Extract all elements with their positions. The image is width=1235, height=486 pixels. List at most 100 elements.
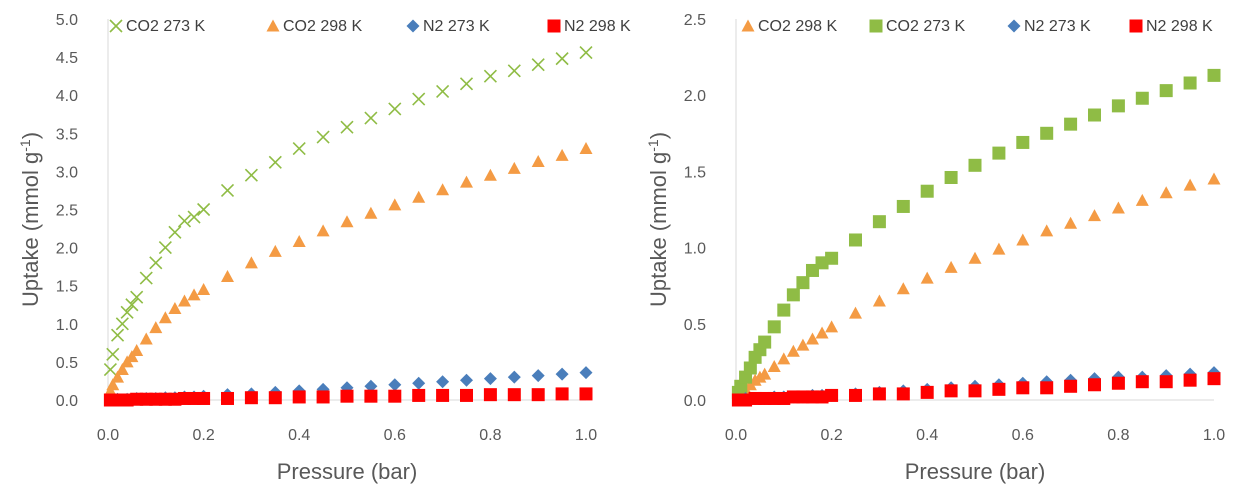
chart1-y-tick-label: 0.0 [56, 393, 78, 410]
chart1-series-1-point [139, 271, 153, 285]
chart1-series-2-point [507, 161, 521, 174]
chart1-series-1-point [149, 256, 163, 270]
chart1-y-tick-label: 3.5 [56, 126, 78, 143]
chart2-legend-marker [741, 19, 755, 32]
chart1-series-2 [103, 142, 593, 397]
chart1-series-4-point [507, 388, 521, 402]
chart2-series-4-point [1135, 375, 1149, 389]
chart2-series-2-point [849, 233, 862, 247]
chart1-y-tick-label: 1.5 [56, 279, 78, 296]
chart1-series-3-point [531, 369, 545, 383]
chart2-y-tick-label: 0.0 [684, 393, 706, 410]
chart1-y-tick-label: 5.0 [56, 12, 78, 29]
chart1-series-1-point [197, 202, 211, 217]
chart2-series-4-point [896, 387, 910, 401]
chart2-x-tick-label: 0.2 [820, 427, 842, 444]
chart1-legend-marker [547, 19, 561, 33]
chart1-series-2-point [197, 283, 211, 296]
chart2-series-1-point [872, 294, 886, 307]
chart1-series-2-point [483, 168, 497, 181]
chart1-series-2-point [340, 215, 354, 228]
chart2-series-1-point [1064, 216, 1078, 229]
chart1-series-1-point [579, 45, 593, 60]
chart2-x-tick-label: 1.0 [1203, 427, 1225, 444]
chart1-series-2-point [292, 235, 306, 248]
chart1-series-2-point [139, 332, 153, 345]
chart2-series-1-point [825, 320, 839, 333]
chart1-series-2-point [412, 190, 426, 203]
chart1-series-2-point [436, 183, 450, 196]
chart1-series-4-point [436, 388, 450, 402]
chart1-y-axis-title: Uptake (mmol g-1) [17, 132, 43, 307]
chart2-series-2-point [1183, 76, 1197, 90]
chart2-series-2 [731, 68, 1221, 399]
chart2-series-1-point [767, 359, 781, 372]
chart1-y-tick-label: 0.5 [56, 355, 78, 372]
chart2-series-4-point [1088, 378, 1101, 392]
chart2-x-tick-label: 0.4 [916, 427, 938, 444]
chart1-x-tick-label: 0.8 [479, 427, 501, 444]
chart1-series-2-point [115, 363, 129, 376]
chart1-series-4-point [412, 388, 426, 402]
chart1-series-4-point [244, 391, 258, 405]
chart2-legend-label: CO2 298 K [758, 18, 837, 35]
chart2-y-axis-title: Uptake (mmol g-1) [645, 132, 671, 307]
chart1-series-1-point [110, 328, 125, 342]
chart1-series-4-point [483, 388, 497, 402]
chart1-series-2-point [364, 206, 378, 219]
chart1-series-3-point [412, 376, 426, 390]
chart1-series-1-point [483, 69, 497, 83]
chart1-series-4-point [555, 387, 569, 401]
chart1-series-1 [103, 45, 593, 377]
chart1-x-tick-label: 0.2 [192, 427, 214, 444]
chart2-series-1-point [920, 271, 934, 284]
chart2-series-2-point [786, 288, 800, 302]
chart2-y-axis-title-main: Uptake (mmol g [646, 152, 671, 307]
chart1-legend-marker [266, 19, 280, 32]
chart1-series-2-point [531, 154, 545, 167]
chart1-series-2-point [149, 321, 163, 334]
chart1-series-1-point [459, 77, 474, 91]
chart2-series-4-point [1111, 376, 1125, 390]
chart2-x-axis-title: Pressure (bar) [905, 459, 1046, 484]
chart2-series-1-point [1207, 172, 1221, 185]
chart2-y-axis-title-close: ) [646, 132, 671, 139]
chart2-y-tick-label: 1.0 [684, 241, 706, 258]
chart2-y-tick-label: 0.5 [684, 317, 706, 334]
chart1-y-tick-label: 2.0 [56, 241, 78, 258]
chart2-legend-label: N2 298 K [1146, 18, 1213, 35]
chart2-series-1-point [849, 306, 862, 319]
chart2-series-1-point [992, 242, 1006, 255]
chart1-y-tick-label: 2.5 [56, 203, 78, 220]
chart2-series-4-point [1040, 381, 1054, 395]
chart2-series-4-point [1064, 379, 1078, 393]
chart1-series-3-point [555, 367, 569, 381]
chart1-series-3-point [483, 372, 497, 386]
chart1-series-4-point [364, 389, 378, 403]
chart2-legend-marker [869, 19, 883, 33]
chart2-series-2-point [1159, 84, 1173, 98]
chart2-series-1-point [944, 260, 958, 273]
chart2-series-2-point [1016, 135, 1030, 149]
chart1-series-1-point [130, 290, 144, 304]
chart2-series-1-point [796, 338, 810, 351]
chart1-series-2-point [244, 256, 258, 269]
chart2-series-1-point [1040, 224, 1054, 237]
chart2-series-1-point [1111, 201, 1125, 214]
chart2-series-2-point [1088, 108, 1101, 122]
chart2-series-2-point [992, 146, 1006, 160]
chart1-x-tick-label: 0.4 [288, 427, 310, 444]
chart1-y-axis-title-sup: -1 [17, 139, 33, 152]
chart1-series-3-point [460, 373, 473, 387]
chart2-x-tick-label: 0.8 [1107, 427, 1129, 444]
chart1-series-1-point [555, 52, 569, 66]
chart1-series-3-point [364, 379, 378, 393]
chart2-x-tick-label: 0.0 [725, 427, 747, 444]
chart2-series-2-point [743, 361, 757, 375]
chart2-y-tick-label: 1.5 [684, 164, 706, 181]
chart1-x-axis-title: Pressure (bar) [277, 459, 418, 484]
chart2-series-2-point [1064, 117, 1078, 131]
chart2-series-2-point [777, 303, 791, 317]
chart2-series-2-point [1111, 99, 1125, 113]
